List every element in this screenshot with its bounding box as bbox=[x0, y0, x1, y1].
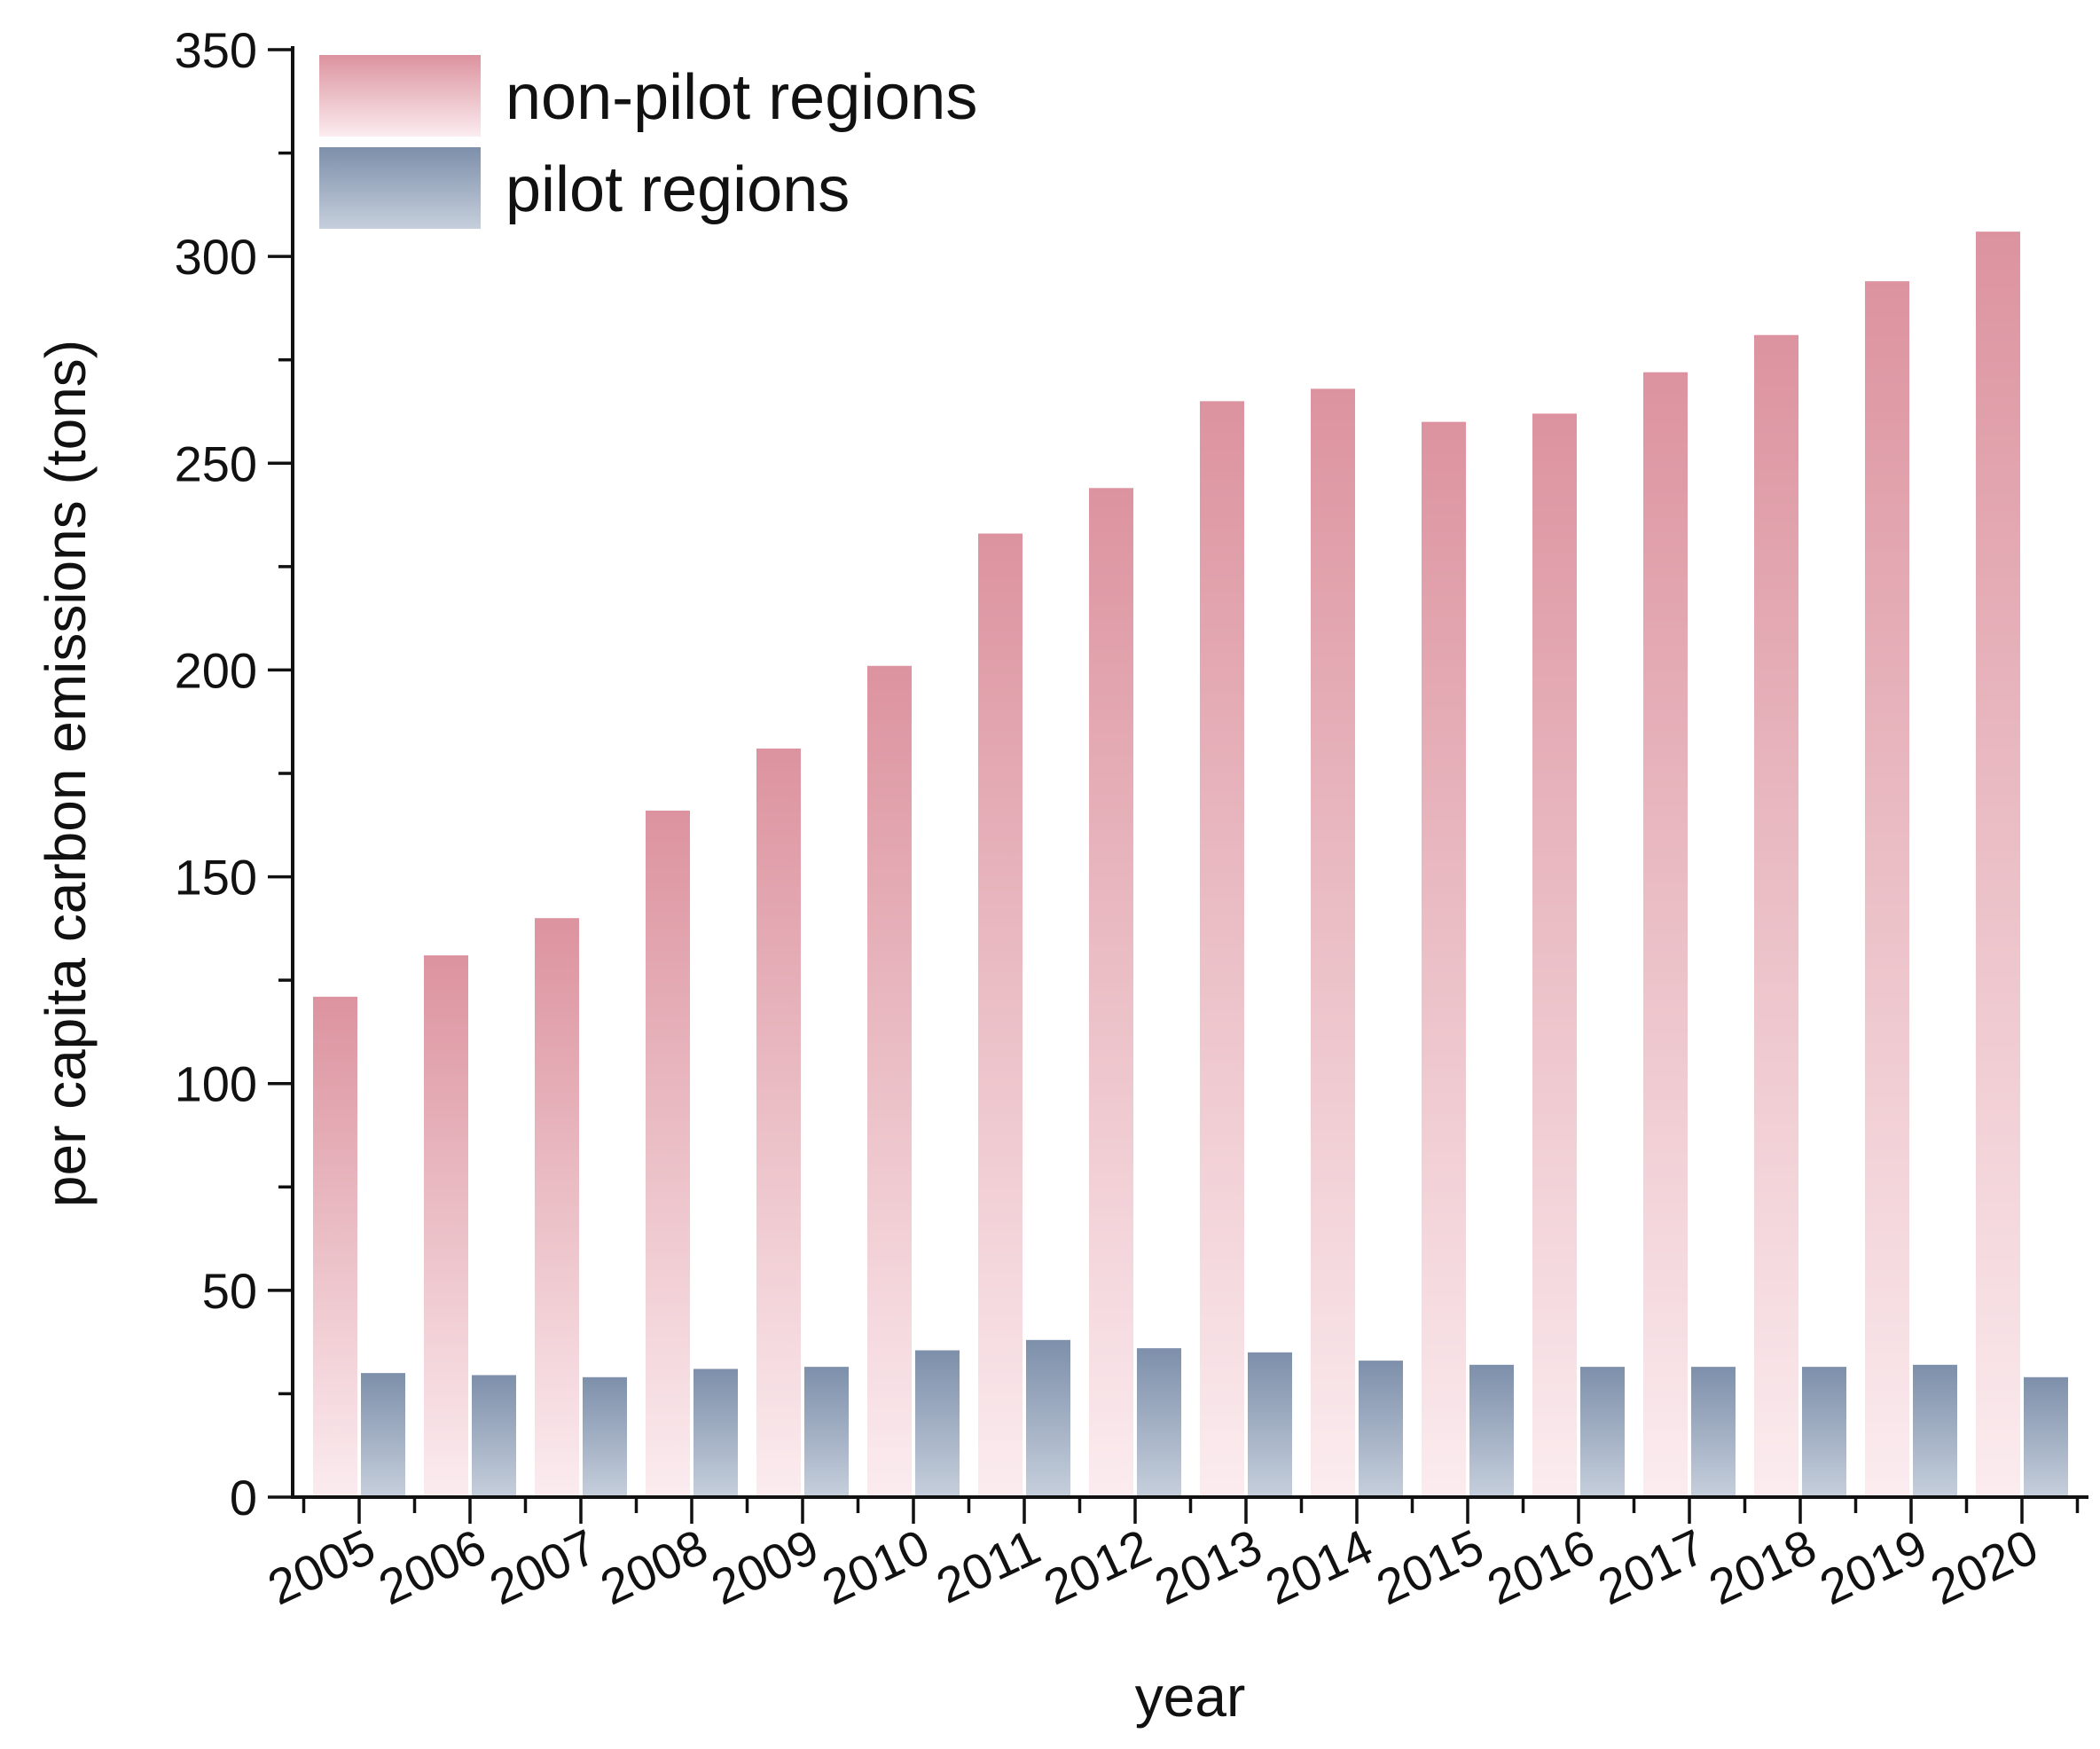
legend-swatch-pilot bbox=[319, 147, 481, 229]
bar-pilot-2020 bbox=[2024, 1376, 2068, 1497]
bar-non-pilot-2006 bbox=[424, 955, 468, 1497]
y-tick-label: 100 bbox=[175, 1056, 257, 1112]
bar-non-pilot-2016 bbox=[1532, 413, 1577, 1497]
bar-pilot-2008 bbox=[693, 1369, 738, 1497]
y-tick-label: 0 bbox=[230, 1470, 257, 1525]
bar-non-pilot-2011 bbox=[978, 533, 1023, 1498]
bar-non-pilot-2019 bbox=[1865, 281, 1909, 1497]
bar-non-pilot-2007 bbox=[535, 918, 579, 1497]
x-tick-label: 2009 bbox=[703, 1518, 827, 1616]
legend-swatch-non-pilot bbox=[319, 55, 481, 137]
bar-pilot-2013 bbox=[1248, 1352, 1292, 1497]
bar-pilot-2010 bbox=[915, 1350, 960, 1497]
x-tick-label: 2011 bbox=[928, 1518, 1048, 1614]
y-tick-label: 300 bbox=[175, 229, 257, 285]
x-tick-label: 2005 bbox=[260, 1518, 384, 1616]
y-tick-label: 250 bbox=[175, 435, 257, 491]
bar-pilot-2012 bbox=[1137, 1348, 1181, 1497]
bar-pilot-2011 bbox=[1026, 1339, 1070, 1497]
bar-non-pilot-2017 bbox=[1643, 372, 1688, 1497]
x-tick-label: 2012 bbox=[1036, 1518, 1160, 1616]
bar-non-pilot-2014 bbox=[1311, 388, 1355, 1498]
x-tick-label: 2008 bbox=[592, 1518, 717, 1616]
bar-pilot-2015 bbox=[1469, 1364, 1514, 1497]
legend-label-pilot: pilot regions bbox=[505, 154, 850, 225]
x-tick-label: 2010 bbox=[814, 1518, 938, 1616]
bar-non-pilot-2005 bbox=[313, 996, 357, 1497]
bar-pilot-2009 bbox=[804, 1367, 849, 1497]
bar-pilot-2007 bbox=[583, 1376, 627, 1497]
y-tick-label: 150 bbox=[175, 850, 257, 906]
bar-non-pilot-2020 bbox=[1976, 231, 2020, 1497]
bar-pilot-2006 bbox=[472, 1375, 516, 1497]
legend: non-pilot regions pilot regions bbox=[319, 55, 977, 229]
bar-non-pilot-2008 bbox=[646, 810, 690, 1497]
x-tick-label: 2015 bbox=[1368, 1518, 1493, 1616]
bar-non-pilot-2012 bbox=[1089, 488, 1133, 1497]
x-tick-label: 2013 bbox=[1147, 1518, 1271, 1616]
y-tick-label: 200 bbox=[175, 642, 257, 698]
bar-pilot-2018 bbox=[1802, 1367, 1846, 1497]
x-tick-label: 2020 bbox=[1923, 1518, 2047, 1616]
x-tick-label: 2016 bbox=[1479, 1518, 1603, 1616]
bars-layer bbox=[313, 231, 2068, 1498]
bar-pilot-2005 bbox=[361, 1373, 405, 1497]
bar-pilot-2016 bbox=[1580, 1367, 1625, 1497]
x-tick-label: 2017 bbox=[1590, 1518, 1714, 1616]
bar-pilot-2017 bbox=[1691, 1367, 1736, 1497]
x-tick-label: 2014 bbox=[1258, 1518, 1382, 1616]
y-tick-label: 350 bbox=[175, 22, 257, 78]
x-axis-title: year bbox=[1135, 1665, 1246, 1729]
bar-pilot-2019 bbox=[1913, 1364, 1957, 1497]
x-tick-label: 2006 bbox=[371, 1518, 495, 1616]
x-tick-label: 2007 bbox=[482, 1518, 606, 1616]
x-tick-label: 2019 bbox=[1812, 1518, 1936, 1616]
bar-non-pilot-2009 bbox=[756, 749, 801, 1497]
bar-pilot-2014 bbox=[1359, 1361, 1403, 1497]
bar-non-pilot-2013 bbox=[1200, 401, 1244, 1497]
bar-non-pilot-2010 bbox=[867, 665, 912, 1497]
y-tick-label: 50 bbox=[202, 1263, 257, 1319]
y-axis-title: per capita carbon emissions (tons) bbox=[34, 340, 98, 1207]
bar-non-pilot-2018 bbox=[1754, 334, 1798, 1497]
legend-label-non-pilot: non-pilot regions bbox=[505, 62, 977, 133]
bar-non-pilot-2015 bbox=[1422, 421, 1466, 1498]
x-tick-label: 2018 bbox=[1701, 1518, 1825, 1616]
